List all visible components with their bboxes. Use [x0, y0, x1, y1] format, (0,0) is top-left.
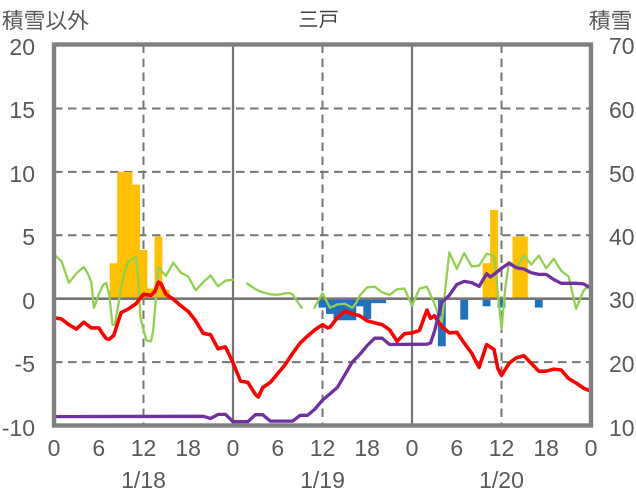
svg-text:30: 30: [609, 287, 635, 313]
svg-text:60: 60: [609, 97, 635, 123]
svg-text:0: 0: [585, 435, 598, 461]
svg-text:20: 20: [9, 34, 35, 60]
svg-text:50: 50: [609, 161, 635, 187]
svg-text:10: 10: [609, 415, 635, 441]
svg-text:18: 18: [175, 435, 201, 461]
svg-text:15: 15: [9, 97, 35, 123]
svg-text:40: 40: [609, 224, 635, 250]
svg-text:1/18: 1/18: [121, 467, 166, 493]
svg-text:0: 0: [22, 288, 35, 314]
svg-text:1/20: 1/20: [479, 467, 524, 493]
svg-text:6: 6: [450, 435, 463, 461]
svg-text:18: 18: [354, 435, 380, 461]
svg-text:-5: -5: [15, 351, 35, 377]
svg-text:5: 5: [22, 224, 35, 250]
svg-text:12: 12: [131, 435, 157, 461]
svg-text:18: 18: [533, 435, 559, 461]
svg-text:20: 20: [609, 351, 635, 377]
svg-text:6: 6: [271, 435, 284, 461]
svg-text:12: 12: [489, 435, 515, 461]
svg-text:0: 0: [48, 435, 61, 461]
svg-text:0: 0: [406, 435, 419, 461]
svg-text:10: 10: [9, 161, 35, 187]
svg-text:1/19: 1/19: [300, 467, 345, 493]
svg-text:0: 0: [227, 435, 240, 461]
svg-text:70: 70: [609, 33, 635, 59]
svg-text:12: 12: [310, 435, 336, 461]
svg-text:-10: -10: [2, 415, 35, 441]
svg-text:6: 6: [92, 435, 105, 461]
